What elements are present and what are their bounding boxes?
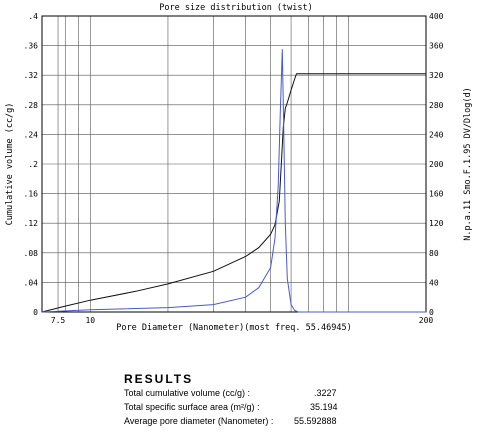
x-tick-label: 200 [419,316,434,325]
y-right-tick-label: 80 [429,249,439,258]
plot-frame [41,15,427,313]
y-left-axis-label: Cumulative volume (cc/g) [5,103,15,226]
y-right-tick-label: 360 [429,42,444,51]
result-label: Average pore diameter (Nanometer) : [124,416,274,426]
y-left-tick-labels: 0 .04 .08 .12 .16 .2 .24 .28 .32 .36 .4 [24,12,39,317]
y-right-tick-label: 120 [429,219,444,228]
y-right-tick-label: 160 [429,190,444,199]
y-right-axis-label: N.p.a.11 Smo.F.1.95 DV/Dlog(d) [463,87,473,241]
y-left-tick-label: .08 [24,249,39,258]
x-axis-most-freq-note: (most freq. 55.46945) [244,323,351,333]
y-right-tick-labels: 0 40 80 120 160 200 240 280 320 360 400 [429,12,444,317]
y-right-tick-label: 200 [429,160,444,169]
result-value: 35.194 [310,402,338,412]
result-value: .3227 [314,388,337,398]
result-row-cumulative-volume: Total cumulative volume (cc/g) : .3227 [124,388,337,402]
y-left-tick-label: .28 [24,101,39,110]
y-right-tick-label: 320 [429,71,444,80]
x-axis-label: Pore Diameter (Nanometer)(most freq. 55.… [116,323,351,333]
y-right-tick-label: 400 [429,12,444,21]
y-right-tick-label: 280 [429,101,444,110]
dv-dlogd-distribution-line [41,49,426,313]
result-label: Total specific surface area (m²/g) : [124,402,260,412]
series-lines [41,49,426,313]
y-left-tick-label: 0 [33,308,38,317]
y-left-tick-label: .32 [24,71,39,80]
chart-title: Pore size distribution (twist) [159,3,313,13]
y-right-tick-label: 0 [429,308,434,317]
y-right-tick-label: 240 [429,130,444,139]
x-tick-label: 10 [85,316,95,325]
x-axis-label-main: Pore Diameter (Nanometer) [116,323,244,333]
y-left-tick-label: .16 [24,190,39,199]
result-row-average-pore-diameter: Average pore diameter (Nanometer) : 55.5… [124,416,337,430]
y-right-tick-label: 40 [429,278,439,287]
x-tick-labels: 7.5 10 200 [51,316,434,325]
y-gridlines [42,15,426,313]
y-left-tick-label: .2 [28,160,38,169]
y-left-tick-label: .36 [24,42,39,51]
result-label: Total cumulative volume (cc/g) : [124,388,251,398]
x-tick-label: 7.5 [51,316,66,325]
pore-size-chart: Pore size distribution (twist) 0 .04 .08 .1… [5,3,473,333]
cumulative-volume-line [41,73,426,313]
y-left-tick-label: .4 [28,12,38,21]
y-left-tick-label: .12 [24,219,39,228]
y-left-tick-label: .04 [24,278,39,287]
y-left-tick-label: .24 [24,130,39,139]
results-panel: RESULTS Total cumulative volume (cc/g) :… [124,372,338,430]
result-value: 55.592888 [294,416,337,426]
result-row-surface-area: Total specific surface area (m²/g) : 35.… [124,402,338,416]
results-heading: RESULTS [124,372,194,386]
